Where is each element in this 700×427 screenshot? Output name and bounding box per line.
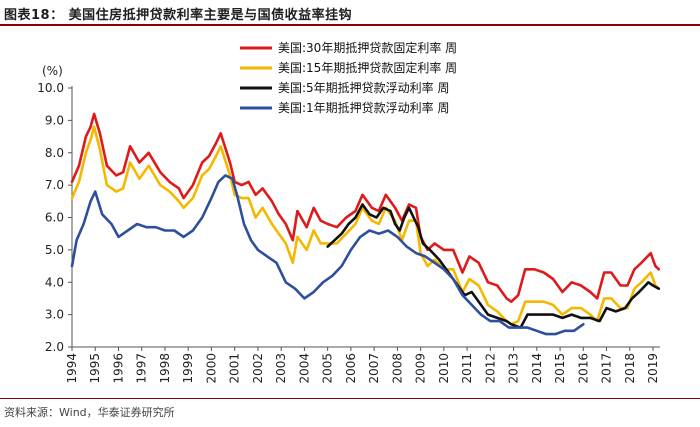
x-tick-label: 2007: [367, 353, 381, 384]
series-line-1: [70, 112, 661, 304]
footer-rule: [0, 398, 700, 399]
legend: 美国:30年期抵押贷款固定利率 周美国:15年期抵押贷款固定利率 周美国:5年期…: [240, 40, 457, 115]
legend-label-3: 美国:5年期抵押贷款浮动利率 周: [278, 80, 450, 95]
y-tick-label: 7.0: [45, 178, 64, 192]
figure-title: 图表18： 美国住房抵押贷款利率主要是与国债收益率挂钩: [4, 8, 353, 23]
x-tick-label: 1994: [65, 353, 79, 384]
x-tick-label: 1999: [181, 353, 195, 384]
series-line-2: [70, 125, 661, 326]
series-layer: [70, 112, 661, 336]
y-tick-label: 6.0: [45, 211, 64, 225]
title-rule: [0, 24, 700, 26]
x-tick-label: 2000: [204, 353, 218, 384]
x-tick-label: 2002: [251, 353, 265, 384]
y-tick-label: 2.0: [45, 340, 64, 354]
x-tick-label: 1996: [111, 353, 125, 384]
source-note: 资料来源：Wind，华泰证券研究所: [4, 406, 175, 419]
y-tick-label: 3.0: [45, 308, 64, 322]
x-tick-label: 2004: [297, 353, 311, 384]
legend-label-4: 美国:1年期抵押贷款浮动利率 周: [278, 100, 450, 115]
x-tick-label: 2017: [600, 353, 614, 384]
x-tick-label: 2011: [460, 353, 474, 384]
x-tick-label: 2015: [553, 353, 567, 384]
x-tick-label: 2019: [646, 353, 660, 384]
y-tick-label: 8.0: [45, 146, 64, 160]
x-tick-label: 1998: [158, 353, 172, 384]
y-tick-label: 5.0: [45, 243, 64, 257]
y-tick-label: 9.0: [45, 113, 64, 127]
x-tick-label: 2010: [437, 353, 451, 384]
x-tick-label: 2003: [274, 353, 288, 384]
x-tick-label: 1995: [88, 353, 102, 384]
x-tick-label: 1997: [135, 353, 149, 384]
legend-label-1: 美国:30年期抵押贷款固定利率 周: [278, 40, 457, 55]
x-tick-label: 2008: [390, 353, 404, 384]
x-tick-label: 2016: [576, 353, 590, 384]
x-tick-label: 2001: [228, 353, 242, 384]
x-tick-label: 2014: [530, 353, 544, 384]
x-tick-label: 2006: [344, 353, 358, 384]
legend-label-2: 美国:15年期抵押贷款固定利率 周: [278, 60, 457, 75]
x-tick-label: 2009: [414, 353, 428, 384]
x-tick-label: 2013: [507, 353, 521, 384]
y-unit-label: (%): [42, 64, 63, 78]
series-line-4: [70, 174, 585, 336]
y-tick-label: 4.0: [45, 275, 64, 289]
x-tick-label: 2012: [483, 353, 497, 384]
x-tick-label: 2005: [321, 353, 335, 384]
x-tick-label: 2018: [623, 353, 637, 384]
y-tick-label: 10.0: [37, 81, 64, 95]
series-line-3: [326, 203, 661, 329]
